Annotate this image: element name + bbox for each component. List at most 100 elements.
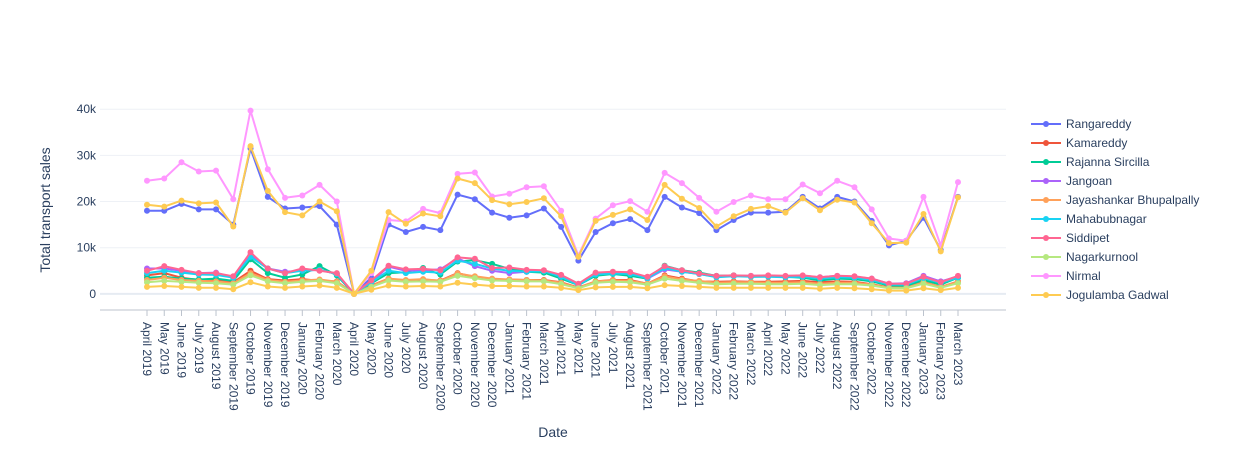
legend-item[interactable]: Jogulamba Gadwal	[1031, 288, 1169, 302]
data-point[interactable]	[230, 281, 237, 288]
data-point[interactable]	[437, 267, 444, 274]
data-point[interactable]	[385, 209, 392, 216]
data-point[interactable]	[178, 278, 185, 285]
data-point[interactable]	[730, 272, 737, 279]
data-point[interactable]	[644, 208, 651, 215]
legend-item[interactable]: Rajanna Sircilla	[1031, 155, 1150, 169]
data-point[interactable]	[299, 212, 306, 219]
data-point[interactable]	[161, 263, 168, 270]
data-point[interactable]	[506, 201, 513, 208]
data-point[interactable]	[144, 207, 150, 214]
data-point[interactable]	[506, 214, 513, 221]
data-point[interactable]	[661, 193, 668, 200]
data-point[interactable]	[161, 203, 168, 210]
data-point[interactable]	[644, 273, 651, 280]
data-point[interactable]	[454, 272, 461, 279]
data-point[interactable]	[144, 279, 150, 286]
data-point[interactable]	[471, 169, 478, 176]
legend-item[interactable]: Kamareddy	[1031, 136, 1127, 150]
data-point[interactable]	[696, 283, 703, 290]
data-point[interactable]	[678, 267, 685, 274]
data-point[interactable]	[489, 197, 496, 204]
data-point[interactable]	[454, 170, 461, 177]
data-point[interactable]	[713, 284, 720, 291]
data-point[interactable]	[489, 277, 496, 284]
data-point[interactable]	[540, 183, 547, 190]
data-point[interactable]	[540, 195, 547, 202]
data-point[interactable]	[799, 272, 806, 279]
data-point[interactable]	[920, 273, 927, 280]
data-point[interactable]	[799, 284, 806, 291]
data-point[interactable]	[195, 200, 202, 207]
data-point[interactable]	[506, 190, 513, 197]
data-point[interactable]	[834, 177, 841, 184]
data-point[interactable]	[454, 279, 461, 286]
data-point[interactable]	[816, 190, 823, 197]
data-point[interactable]	[437, 278, 444, 285]
legend[interactable]: Rangareddy Kamareddy Rajanna Sircilla Jango…	[1031, 117, 1199, 302]
data-point[interactable]	[213, 167, 220, 174]
data-point[interactable]	[627, 198, 634, 205]
data-point[interactable]	[299, 283, 306, 290]
data-point[interactable]	[678, 277, 685, 284]
data-point[interactable]	[799, 195, 806, 202]
data-point[interactable]	[420, 210, 427, 217]
data-point[interactable]	[333, 198, 340, 205]
data-point[interactable]	[609, 278, 616, 285]
data-point[interactable]	[730, 213, 737, 220]
data-point[interactable]	[264, 283, 271, 290]
data-point[interactable]	[213, 270, 220, 277]
data-point[interactable]	[471, 180, 478, 187]
data-point[interactable]	[316, 267, 323, 274]
data-point[interactable]	[903, 287, 910, 294]
legend-item[interactable]: Jangoan	[1031, 174, 1112, 188]
data-point[interactable]	[730, 280, 737, 287]
legend-item[interactable]: Jayashankar Bhupalpally	[1031, 193, 1199, 207]
data-point[interactable]	[592, 229, 599, 235]
data-point[interactable]	[868, 220, 875, 227]
data-point[interactable]	[385, 277, 392, 284]
data-point[interactable]	[178, 283, 185, 290]
data-point[interactable]	[696, 210, 703, 217]
data-point[interactable]	[937, 248, 944, 255]
data-point[interactable]	[937, 287, 944, 294]
data-point[interactable]	[247, 249, 254, 256]
legend-item[interactable]: Mahabubnagar	[1031, 212, 1147, 226]
data-point[interactable]	[765, 203, 772, 210]
data-point[interactable]	[644, 227, 651, 234]
data-point[interactable]	[609, 268, 616, 275]
data-point[interactable]	[402, 278, 409, 285]
data-point[interactable]	[609, 202, 616, 209]
data-point[interactable]	[575, 253, 582, 260]
data-point[interactable]	[333, 208, 340, 215]
data-point[interactable]	[920, 280, 927, 287]
data-point[interactable]	[420, 205, 427, 212]
data-point[interactable]	[299, 192, 306, 199]
data-point[interactable]	[851, 285, 858, 292]
data-point[interactable]	[747, 280, 754, 287]
data-point[interactable]	[592, 217, 599, 224]
data-point[interactable]	[540, 278, 547, 285]
data-point[interactable]	[368, 277, 375, 284]
data-point[interactable]	[678, 204, 685, 211]
data-point[interactable]	[195, 270, 202, 277]
data-point[interactable]	[264, 193, 271, 200]
data-point[interactable]	[920, 211, 927, 217]
data-point[interactable]	[402, 266, 409, 273]
data-point[interactable]	[385, 282, 392, 289]
data-point[interactable]	[368, 286, 375, 293]
data-point[interactable]	[558, 271, 565, 278]
data-point[interactable]	[920, 193, 927, 200]
data-point[interactable]	[144, 201, 150, 208]
data-point[interactable]	[885, 240, 892, 247]
data-point[interactable]	[540, 205, 547, 212]
data-point[interactable]	[713, 223, 720, 230]
data-point[interactable]	[523, 278, 530, 285]
data-point[interactable]	[316, 181, 323, 188]
data-point[interactable]	[627, 269, 634, 276]
data-point[interactable]	[454, 191, 461, 198]
data-point[interactable]	[247, 272, 254, 279]
legend-item[interactable]: Siddipet	[1031, 231, 1110, 245]
data-point[interactable]	[713, 208, 720, 215]
data-point[interactable]	[161, 267, 168, 274]
